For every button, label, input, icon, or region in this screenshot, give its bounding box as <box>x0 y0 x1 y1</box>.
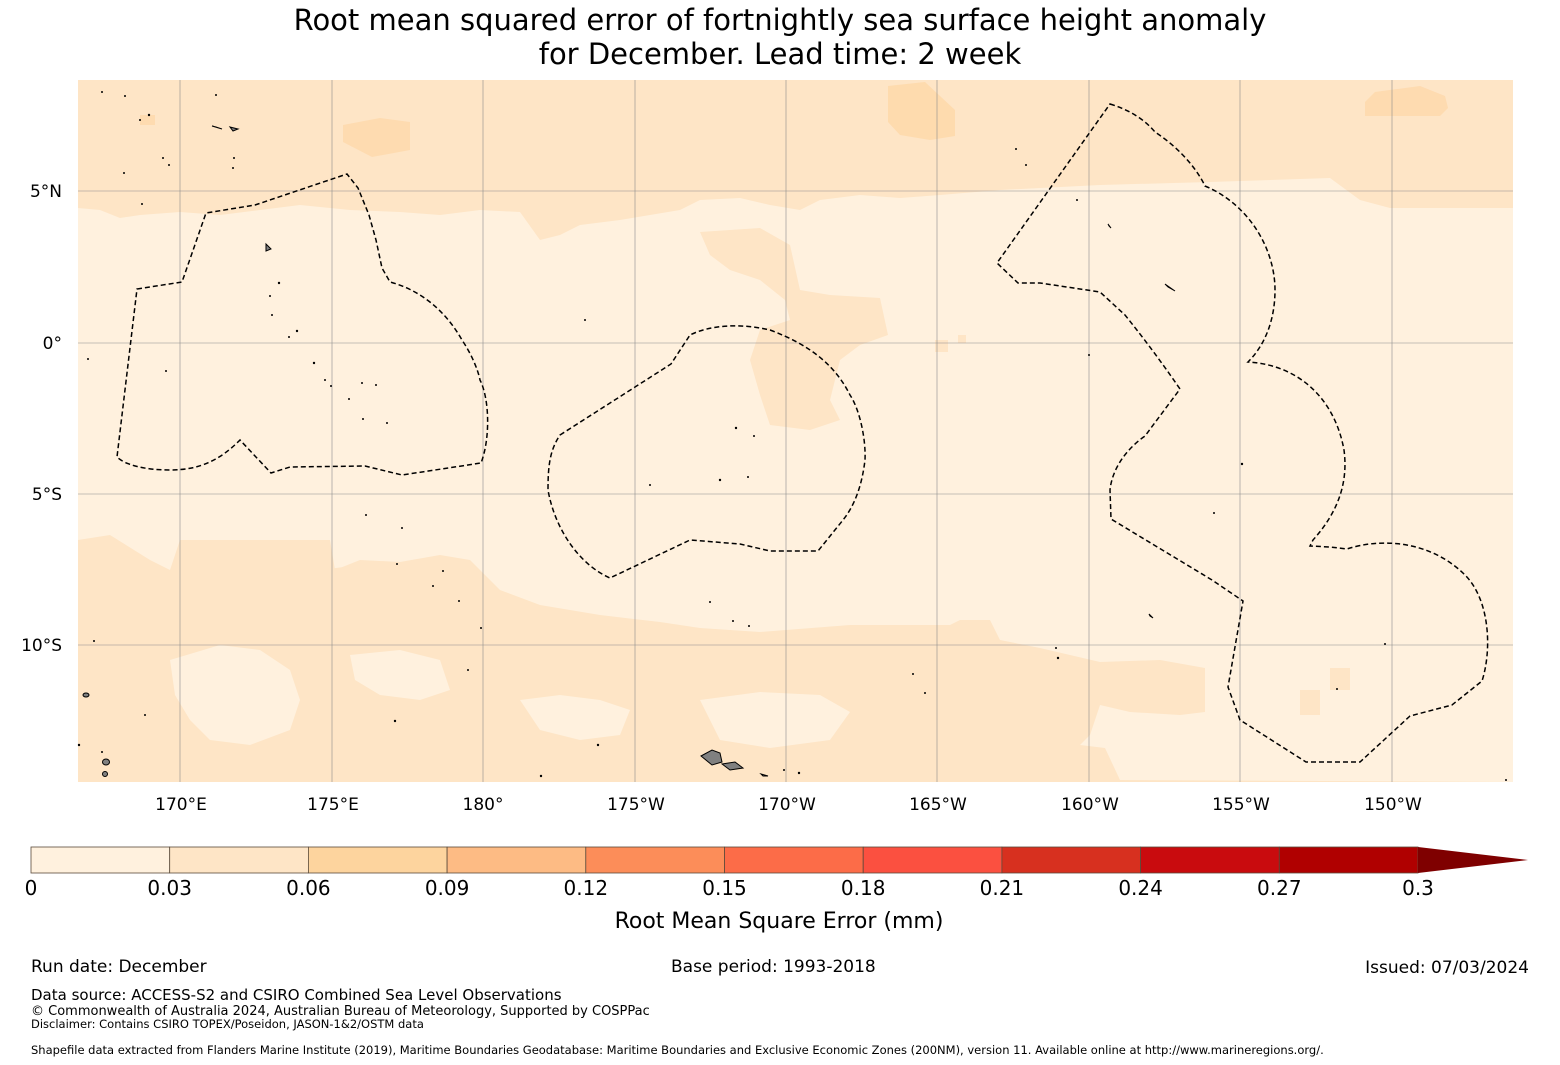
lon-label-175e: 175°E <box>307 795 359 815</box>
run-date: Run date: December <box>31 957 207 977</box>
chart-title-line-2: for December. Lead time: 2 week <box>538 37 1022 71</box>
copyright: © Commonwealth of Australia 2024, Austra… <box>31 1004 650 1019</box>
colorbar-bin-1 <box>169 846 309 874</box>
lat-label-0: 0° <box>43 334 62 354</box>
colorbar-bin-0 <box>30 846 171 874</box>
samoa-island-west <box>700 749 723 766</box>
colorbar-bin-5 <box>724 846 864 874</box>
rmse-field-northern-patches <box>140 82 1448 157</box>
colorbar-tick-label: 0.06 <box>286 876 331 900</box>
chart-title-line-1: Root mean squared error of fortnightly s… <box>293 3 1267 37</box>
colorbar-extend-arrow <box>1418 847 1528 873</box>
lon-label-150w: 150°W <box>1364 795 1422 815</box>
colorbar-bin-7 <box>1001 846 1142 874</box>
lon-label-170w: 170°W <box>758 795 816 815</box>
lat-label-5n: 5°N <box>30 182 62 202</box>
colorbar-bin-3 <box>446 846 587 874</box>
colorbar-bin-4 <box>585 846 725 874</box>
lat-label-10s: 10°S <box>21 636 62 656</box>
colorbar-bin-6 <box>862 846 1003 874</box>
eez-boundaries <box>116 103 1489 763</box>
graticule <box>78 80 1513 782</box>
colorbar-tick-label: 0.18 <box>841 876 886 900</box>
disclaimer: Disclaimer: Contains CSIRO TOPEX/Poseido… <box>31 1017 424 1031</box>
colorbar-bin-8 <box>1140 846 1280 874</box>
latitude-labels: 5°N 0° 5°S 10°S <box>21 182 62 656</box>
lon-label-175w: 175°W <box>607 795 665 815</box>
small-islets <box>77 91 1507 781</box>
lon-label-160w: 160°W <box>1061 795 1119 815</box>
data-source: Data source: ACCESS-S2 and CSIRO Combine… <box>31 986 562 1004</box>
colorbar-tick-label: 0.15 <box>702 876 747 900</box>
colorbar-tick-label: 0.21 <box>980 876 1025 900</box>
colorbar-bin-9 <box>1278 846 1419 874</box>
issued-date: Issued: 07/03/2024 <box>1365 958 1529 978</box>
lon-label-165w: 165°W <box>909 795 967 815</box>
colorbar-tick-label: 0.24 <box>1118 876 1163 900</box>
colorbar-tick-label: 0.03 <box>147 876 192 900</box>
colorbar-tick-label: 0.12 <box>564 876 609 900</box>
colorbar-tick-label: 0.27 <box>1257 876 1302 900</box>
lon-label-180: 180° <box>463 795 504 815</box>
eez-tokelau <box>547 325 866 579</box>
base-period: Base period: 1993-2018 <box>671 957 876 977</box>
samoa-island-east <box>720 761 745 771</box>
colorbar <box>30 846 1528 874</box>
eez-tuvalu-kiribati-west <box>116 173 489 476</box>
colorbar-tick-label: 0.09 <box>425 876 470 900</box>
colorbar-ticks: 0 0.03 0.06 0.09 0.12 0.15 0.18 0.21 0.24 0.27 0.3 <box>25 876 1434 900</box>
longitude-labels: 170°E 175°E 180° 175°W 170°W 165°W 160°W… <box>155 795 1422 815</box>
eez-line-islands <box>996 103 1489 763</box>
colorbar-tick-label: 0.3 <box>1402 876 1434 900</box>
colorbar-tick-label: 0 <box>25 876 38 900</box>
colorbar-label: Root Mean Square Error (mm) <box>615 909 944 934</box>
lat-label-5s: 5°S <box>32 485 62 505</box>
rmse-field-southern-band <box>78 535 1513 782</box>
islands <box>82 125 1176 777</box>
lon-label-155w: 155°W <box>1212 795 1270 815</box>
lon-label-170e: 170°E <box>155 795 207 815</box>
shapefile-credit: Shapefile data extracted from Flanders M… <box>31 1043 1324 1057</box>
colorbar-bin-2 <box>307 846 448 874</box>
